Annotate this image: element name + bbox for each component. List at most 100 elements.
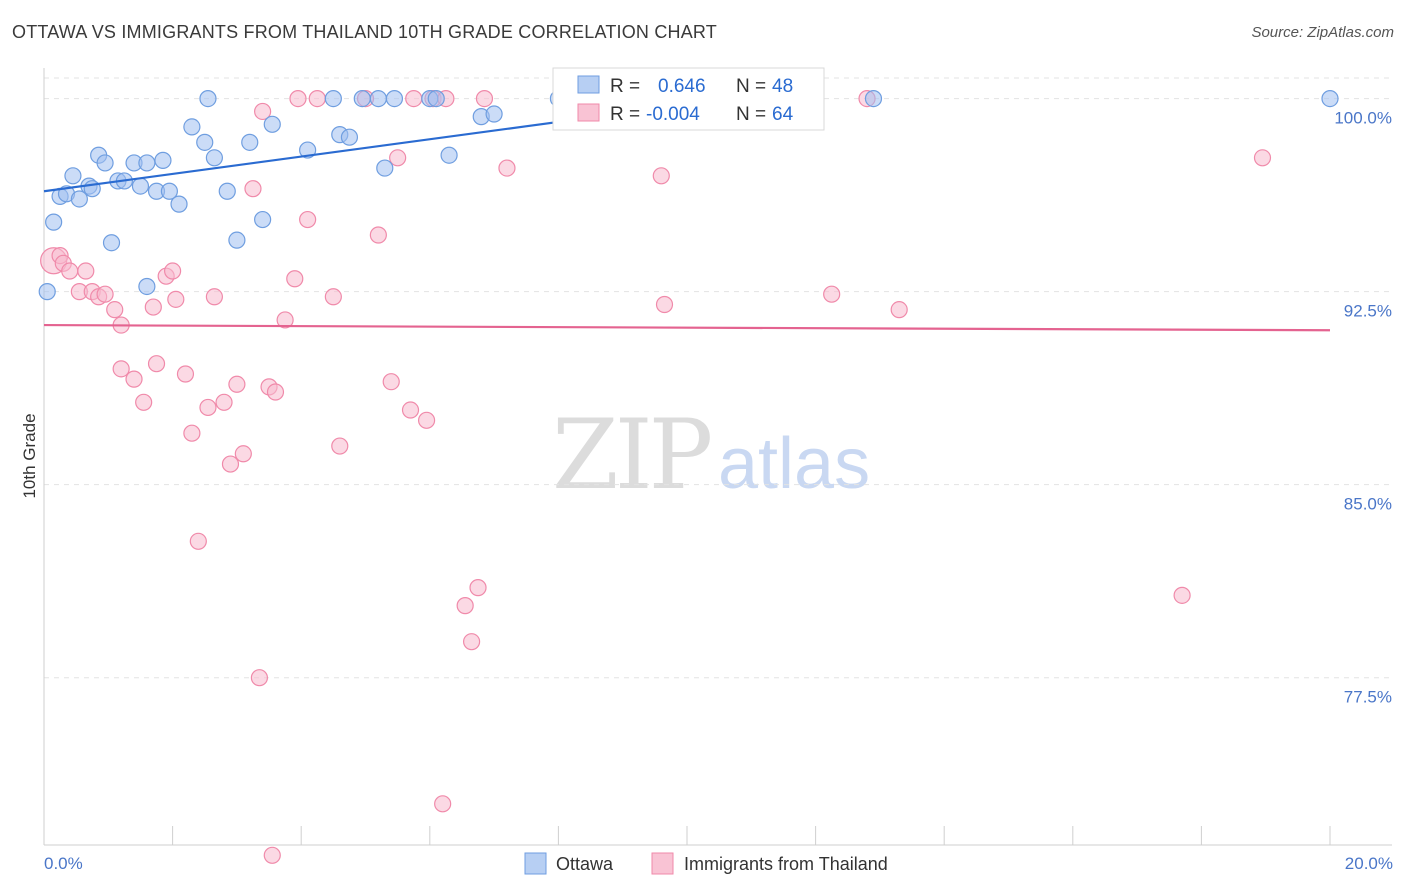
grid-lines — [44, 77, 1392, 679]
ottawa-point — [376, 159, 394, 177]
ottawa-point — [485, 105, 503, 123]
ottawa-point — [369, 89, 387, 108]
thailand-n-value: 64 — [772, 104, 794, 125]
thailand-point — [147, 355, 166, 373]
stats-legend: R = 0.646 N = 48 R = -0.004 N = 64 — [552, 67, 825, 131]
thailand-point — [289, 89, 307, 108]
thailand-point — [324, 288, 342, 306]
thailand-point — [228, 375, 246, 393]
thailand-point — [125, 370, 143, 388]
thailand-point — [890, 301, 908, 319]
ottawa-point — [324, 89, 342, 108]
y-tick-label: 77.5% — [1344, 688, 1392, 707]
ottawa-point — [138, 277, 156, 296]
y-tick-label: 100.0% — [1334, 109, 1392, 128]
thailand-point — [189, 532, 207, 550]
chart-title: OTTAWA VS IMMIGRANTS FROM THAILAND 10TH … — [12, 22, 718, 42]
ottawa-point — [45, 213, 63, 231]
thailand-point — [234, 445, 252, 463]
ottawa-point — [228, 231, 246, 249]
thailand-point — [469, 579, 487, 597]
bottom-legend: Ottawa Immigrants from Thailand — [524, 852, 888, 875]
thailand-point — [308, 89, 326, 108]
y-tick-labels: 100.0% 92.5% 85.0% 77.5% — [1334, 109, 1392, 707]
thailand-point — [1253, 149, 1272, 167]
thailand-point — [183, 424, 201, 442]
ottawa-point — [131, 177, 150, 195]
x-tick-label: 0.0% — [44, 854, 83, 873]
thailand-point — [1173, 586, 1191, 604]
ottawa-point — [254, 210, 272, 229]
y-tick-label: 85.0% — [1344, 495, 1392, 514]
thailand-point — [263, 846, 281, 864]
thailand-point — [434, 795, 452, 813]
ottawa-point — [1321, 89, 1339, 108]
thailand-point — [215, 393, 233, 411]
thailand-point — [144, 298, 162, 316]
x-tick-labels: 0.0% 20.0% — [44, 854, 1393, 873]
y-axis-title: 10th Grade — [20, 413, 39, 498]
thailand-point — [655, 295, 674, 314]
thailand-point — [250, 669, 269, 687]
ottawa-point — [154, 151, 172, 169]
ottawa-point — [263, 115, 281, 133]
ottawa-point — [205, 149, 223, 167]
thailand-point — [244, 180, 262, 198]
ottawa-n-label: N = — [736, 76, 766, 97]
thailand-point — [299, 210, 317, 229]
thailand-r-label: R = — [610, 104, 640, 125]
legend-thailand-label: Immigrants from Thailand — [684, 854, 888, 874]
thailand-point — [199, 398, 217, 417]
ottawa-point — [241, 133, 259, 151]
thailand-point — [176, 365, 195, 383]
thailand-point — [652, 167, 670, 185]
x-tick-label: 20.0% — [1345, 854, 1393, 873]
ottawa-r-value: 0.646 — [658, 76, 706, 97]
ottawa-point — [38, 283, 56, 301]
thailand-point — [205, 288, 223, 306]
ottawa-point — [218, 182, 236, 200]
axes — [43, 68, 1392, 846]
thailand-point — [417, 411, 436, 429]
trend-lines — [43, 105, 1331, 332]
ottawa-point — [199, 89, 217, 108]
ottawa-r-label: R = — [610, 76, 640, 97]
ottawa-point — [96, 154, 114, 172]
ottawa-point — [70, 190, 88, 208]
source-label: Source: ZipAtlas.com — [1251, 24, 1394, 41]
ottawa-point — [183, 118, 201, 136]
thailand-point — [389, 149, 407, 167]
ottawa-point — [138, 154, 156, 172]
watermark-atlas: atlas — [718, 424, 870, 504]
ottawa-point — [427, 89, 445, 108]
thailand-point — [823, 285, 841, 303]
ottawa-point — [170, 195, 188, 213]
thailand-point — [164, 262, 182, 280]
ottawa-point — [340, 128, 359, 146]
thailand-point — [254, 102, 272, 121]
thailand-point — [106, 301, 124, 319]
thailand-point — [456, 597, 474, 615]
thailand-point — [286, 270, 304, 288]
thailand-point — [462, 633, 481, 651]
y-tick-label: 92.5% — [1344, 302, 1392, 321]
ottawa-point — [353, 89, 371, 108]
ottawa-point — [64, 167, 82, 185]
ottawa-point — [160, 182, 178, 200]
thailand-point — [61, 262, 79, 280]
thailand-point — [331, 437, 349, 455]
legend-ottawa-swatch — [524, 852, 547, 875]
ottawa-points — [38, 89, 1339, 301]
ottawa-point — [102, 234, 121, 252]
thailand-point — [369, 226, 387, 244]
thailand-trend-line — [43, 323, 1331, 332]
ottawa-point — [864, 89, 883, 108]
thailand-point — [276, 311, 294, 329]
thailand-point — [405, 89, 423, 108]
thailand-point — [112, 360, 130, 378]
watermark-zip: ZIP — [552, 399, 711, 511]
thailand-point — [498, 159, 516, 177]
thailand-point — [77, 262, 95, 280]
thailand-point — [382, 373, 400, 391]
